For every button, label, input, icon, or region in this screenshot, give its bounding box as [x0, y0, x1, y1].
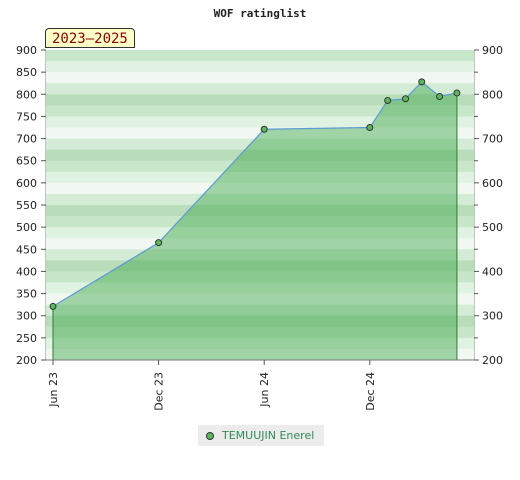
y-tick-label: 500 — [16, 221, 37, 234]
background-band — [46, 149, 474, 161]
y-tick-label: 450 — [16, 243, 37, 256]
background-band — [46, 160, 474, 173]
y-tick-label: 900 — [16, 44, 37, 57]
background-band — [46, 337, 474, 350]
y-tick-label: 750 — [16, 110, 37, 123]
y-tick-label: 400 — [16, 265, 37, 278]
background-band — [46, 72, 474, 84]
background-bands — [46, 50, 474, 361]
background-band — [46, 227, 474, 239]
background-band — [46, 193, 474, 206]
background-band — [46, 138, 474, 150]
background-band — [46, 293, 474, 305]
background-band — [46, 61, 474, 73]
y-tick-label: 550 — [16, 199, 37, 212]
x-tick-label: Jun 23 — [47, 372, 60, 408]
legend-marker-icon — [206, 431, 214, 440]
x-tick-label: Dec 23 — [153, 372, 166, 411]
data-point — [49, 302, 57, 310]
x-tick-label: Dec 24 — [364, 372, 377, 411]
y-tick-label: 800 — [16, 88, 37, 101]
y-tick-label: 650 — [16, 155, 37, 168]
y-right-tick-label: 200 — [482, 354, 503, 367]
background-band — [46, 116, 474, 128]
data-point — [436, 93, 444, 100]
y-tick-label: 300 — [16, 310, 37, 323]
y-tick-label: 600 — [16, 177, 37, 190]
background-band — [46, 282, 474, 294]
background-band — [46, 216, 474, 228]
background-band — [46, 204, 474, 217]
background-band — [46, 271, 474, 283]
y-tick-label: 200 — [16, 354, 37, 367]
y-right-tick-label: 900 — [482, 44, 503, 57]
y-right-tick-label: 500 — [482, 221, 503, 234]
points-layer — [49, 78, 461, 310]
y-right-tick-label: 800 — [482, 88, 503, 101]
y-tick-label: 250 — [16, 332, 37, 345]
x-tick-label: Jun 24 — [258, 372, 271, 408]
y-right-tick-label: 300 — [482, 310, 503, 323]
data-point — [260, 125, 268, 133]
data-point — [155, 239, 163, 247]
background-band — [46, 315, 474, 328]
legend-label[interactable]: TEMUUJIN Enerel — [222, 429, 315, 442]
data-point — [402, 95, 410, 103]
data-point — [418, 78, 426, 86]
background-band — [46, 105, 474, 117]
chart-title: WOF ratinglist — [214, 7, 307, 20]
background-band — [46, 238, 474, 250]
y-tick-label: 350 — [16, 288, 37, 301]
data-point — [453, 89, 461, 97]
legend[interactable]: TEMUUJIN Enerel — [198, 425, 325, 446]
background-band — [46, 94, 474, 106]
data-point — [384, 96, 392, 104]
background-band — [46, 304, 474, 316]
background-band — [46, 326, 474, 339]
y-right-tick-label: 400 — [482, 265, 503, 278]
background-band — [46, 348, 474, 361]
axis-layer: 200 250 300 350 400 450 500 550 600 650 700 750 800 8… — [16, 44, 503, 411]
background-band — [46, 171, 474, 184]
background-band — [46, 260, 474, 272]
y-right-tick-label: 700 — [482, 133, 503, 146]
data-point — [366, 124, 374, 131]
background-band — [46, 182, 474, 195]
background-band — [46, 249, 474, 261]
date-range-badge: 2023–2025 — [45, 28, 135, 48]
background-band — [46, 50, 474, 62]
background-band — [46, 83, 474, 95]
y-tick-label: 700 — [16, 133, 37, 146]
y-right-tick-label: 600 — [482, 177, 503, 190]
y-tick-label: 850 — [16, 66, 37, 79]
series-area — [53, 81, 457, 360]
